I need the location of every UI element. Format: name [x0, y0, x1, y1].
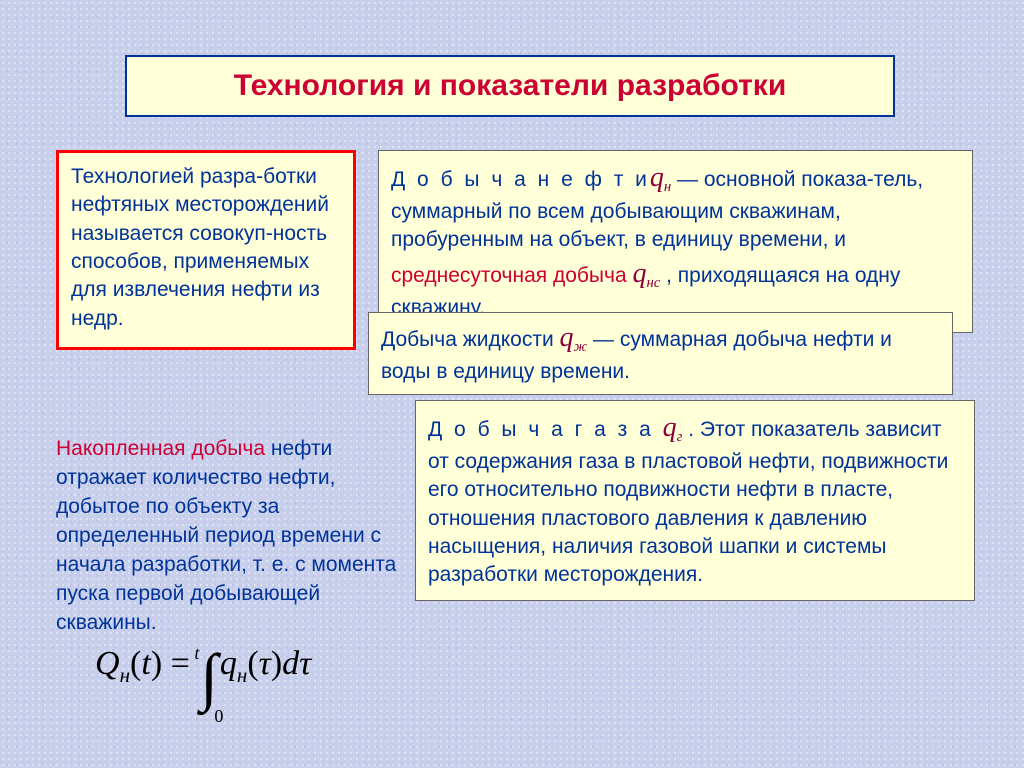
definition-text: Технологией разра-ботки нефтяных месторо…: [71, 165, 329, 330]
gas-symbol: q: [663, 412, 677, 443]
formula-d: d: [282, 645, 299, 682]
formula-close2: ): [271, 645, 282, 682]
formula-Q: Q: [95, 645, 120, 682]
formula-q: q: [220, 645, 237, 682]
slide: { "title": "Технология и показатели разр…: [0, 0, 1024, 768]
formula-t: t: [141, 645, 150, 682]
gas-t: . Этот показатель зависит от содержания …: [428, 418, 948, 586]
accumulated-label: Накопленная добыча: [56, 437, 265, 460]
gas-production-box: Д о б ы ч а г а з а qг . Этот показатель…: [415, 400, 975, 601]
liquid-symbol-sub: ж: [574, 339, 588, 355]
oil-symbol: q: [650, 162, 664, 193]
oil-avg-label: среднесуточная добыча: [391, 264, 632, 287]
formula-Q-sub: н: [120, 663, 130, 687]
formula-upper: t: [194, 643, 199, 664]
accumulated-box: Накопленная добыча нефти отражает количе…: [56, 435, 406, 638]
oil-production-box: Д о б ы ч а н е ф т иqн — основной показ…: [378, 150, 973, 333]
liquid-symbol: q: [560, 322, 574, 353]
slide-title: Технология и показатели разработки: [125, 55, 895, 117]
oil-label: Д о б ы ч а н е ф т и: [391, 168, 650, 191]
formula-eq: =: [162, 645, 198, 682]
formula-open1: (: [130, 645, 141, 682]
liquid-t1: Добыча жидкости: [381, 328, 560, 351]
gas-label: Д о б ы ч а г а з а: [428, 418, 663, 441]
formula-close1: ): [151, 645, 162, 682]
integral-icon: t∫0: [200, 655, 218, 707]
oil-avg-symbol-sub: нс: [646, 275, 660, 291]
title-text: Технология и показатели разработки: [234, 66, 787, 107]
formula-q-sub: н: [237, 663, 247, 687]
oil-avg-symbol: q: [632, 258, 646, 289]
formula-lower: 0: [214, 706, 223, 727]
formula-tau1: τ: [259, 645, 271, 682]
formula-open2: (: [247, 645, 258, 682]
definition-box: Технологией разра-ботки нефтяных месторо…: [56, 150, 356, 350]
accumulated-text: нефти отражает количество нефти, добытое…: [56, 437, 396, 634]
accumulated-formula: Qн(t) = t∫0qн(τ)dτ: [95, 645, 311, 707]
liquid-production-box: Добыча жидкости qж — суммарная добыча не…: [368, 312, 953, 395]
formula-tau2: τ: [299, 645, 311, 682]
